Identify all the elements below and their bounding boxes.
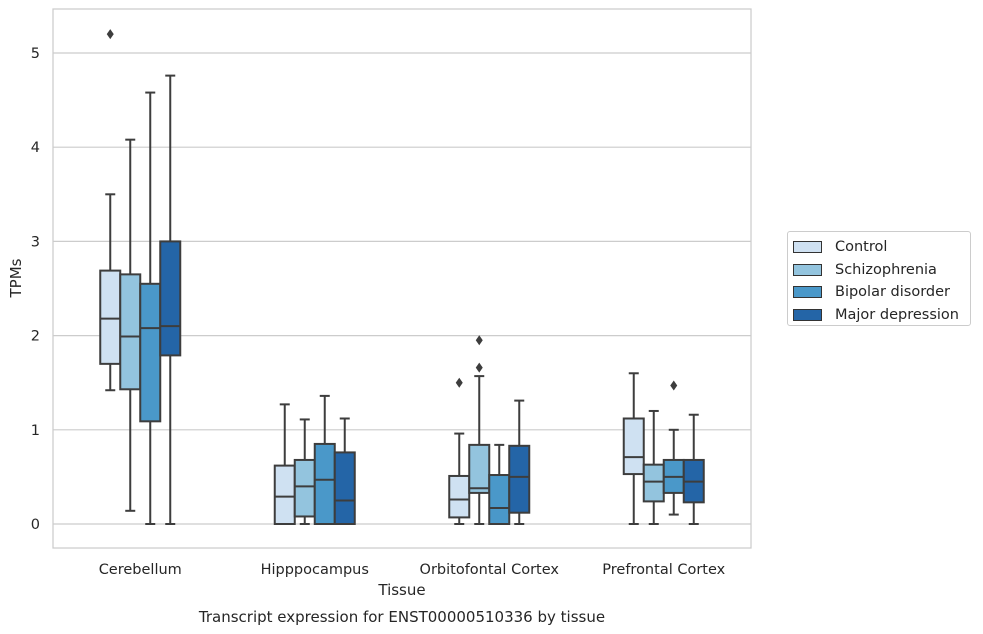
legend-swatch-major-depression <box>793 308 822 321</box>
legend-item-schizophrenia: Schizophrenia <box>793 259 964 282</box>
legend-label-schizophrenia: Schizophrenia <box>835 261 937 278</box>
box-body <box>488 474 511 525</box>
box-body <box>448 474 471 519</box>
legend-item-control: Control <box>793 236 964 259</box>
box-schizophrenia <box>119 138 142 512</box>
x-axis-label: Tissue <box>377 581 425 599</box>
legend: Control Schizophrenia Bipolar disorder M… <box>787 231 971 326</box>
box-schizophrenia <box>468 335 491 525</box>
box-schizophrenia <box>642 409 665 525</box>
legend-label-bipolar-disorder: Bipolar disorder <box>835 284 950 301</box>
box-major-depression <box>333 417 356 525</box>
box-major-depression <box>682 413 705 525</box>
x-tick-label: Orbitofontal Cortex <box>420 562 560 578</box>
y-axis-label: TPMs <box>7 258 25 298</box>
legend-swatch-bipolar-disorder <box>793 286 822 299</box>
box-body <box>99 269 122 365</box>
legend-item-bipolar-disorder: Bipolar disorder <box>793 281 964 304</box>
legend-label-major-depression: Major depression <box>835 306 959 323</box>
box-control <box>99 29 122 392</box>
x-tick-label: Hipppocampus <box>261 562 369 578</box>
box-body <box>273 464 296 526</box>
legend-label-control: Control <box>835 239 888 256</box>
chart-title: Transcript expression for ENST0000051033… <box>198 608 605 626</box>
y-tick-label: 2 <box>31 329 40 345</box>
x-tick-labels: Cerebellum Hipppocampus Orbitofontal Corte… <box>99 562 726 578</box>
box-control <box>622 372 645 525</box>
y-tick-label: 3 <box>31 234 40 250</box>
box-body <box>468 443 491 494</box>
x-tick-label: Cerebellum <box>99 562 182 578</box>
box-body <box>508 444 531 514</box>
box-bipolar-disorder <box>662 380 685 516</box>
box-control <box>448 377 471 525</box>
box-control <box>273 403 296 526</box>
outlier-point <box>670 380 678 391</box>
box-body <box>139 282 162 423</box>
box-series <box>99 29 705 526</box>
y-tick-label: 5 <box>31 46 40 62</box>
box-bipolar-disorder <box>488 443 511 525</box>
y-tick-label: 1 <box>31 423 40 439</box>
legend-item-major-depression: Major depression <box>793 304 964 327</box>
legend-swatch-schizophrenia <box>793 263 822 276</box>
box-body <box>313 442 336 525</box>
plot-area-frame <box>52 8 752 549</box>
box-body <box>333 451 356 525</box>
outlier-point <box>475 362 483 373</box>
box-major-depression <box>508 399 531 525</box>
x-tick-label: Prefrontal Cortex <box>602 562 725 578</box>
outlier-point <box>455 377 463 388</box>
box-body <box>293 458 316 518</box>
legend-swatch-control <box>793 241 822 254</box>
outlier-point <box>106 29 114 40</box>
outlier-point <box>475 335 483 346</box>
box-body <box>159 240 182 357</box>
box-bipolar-disorder <box>313 394 336 525</box>
box-major-depression <box>159 74 182 525</box>
box-body <box>642 463 665 503</box>
y-tick-label: 4 <box>31 140 40 156</box>
box-schizophrenia <box>293 418 316 525</box>
box-body <box>119 273 142 391</box>
box-body <box>622 417 645 476</box>
y-tick-label: 0 <box>31 517 40 533</box>
y-tick-labels: 0 1 2 3 4 5 <box>31 46 40 533</box>
box-bipolar-disorder <box>139 91 162 525</box>
